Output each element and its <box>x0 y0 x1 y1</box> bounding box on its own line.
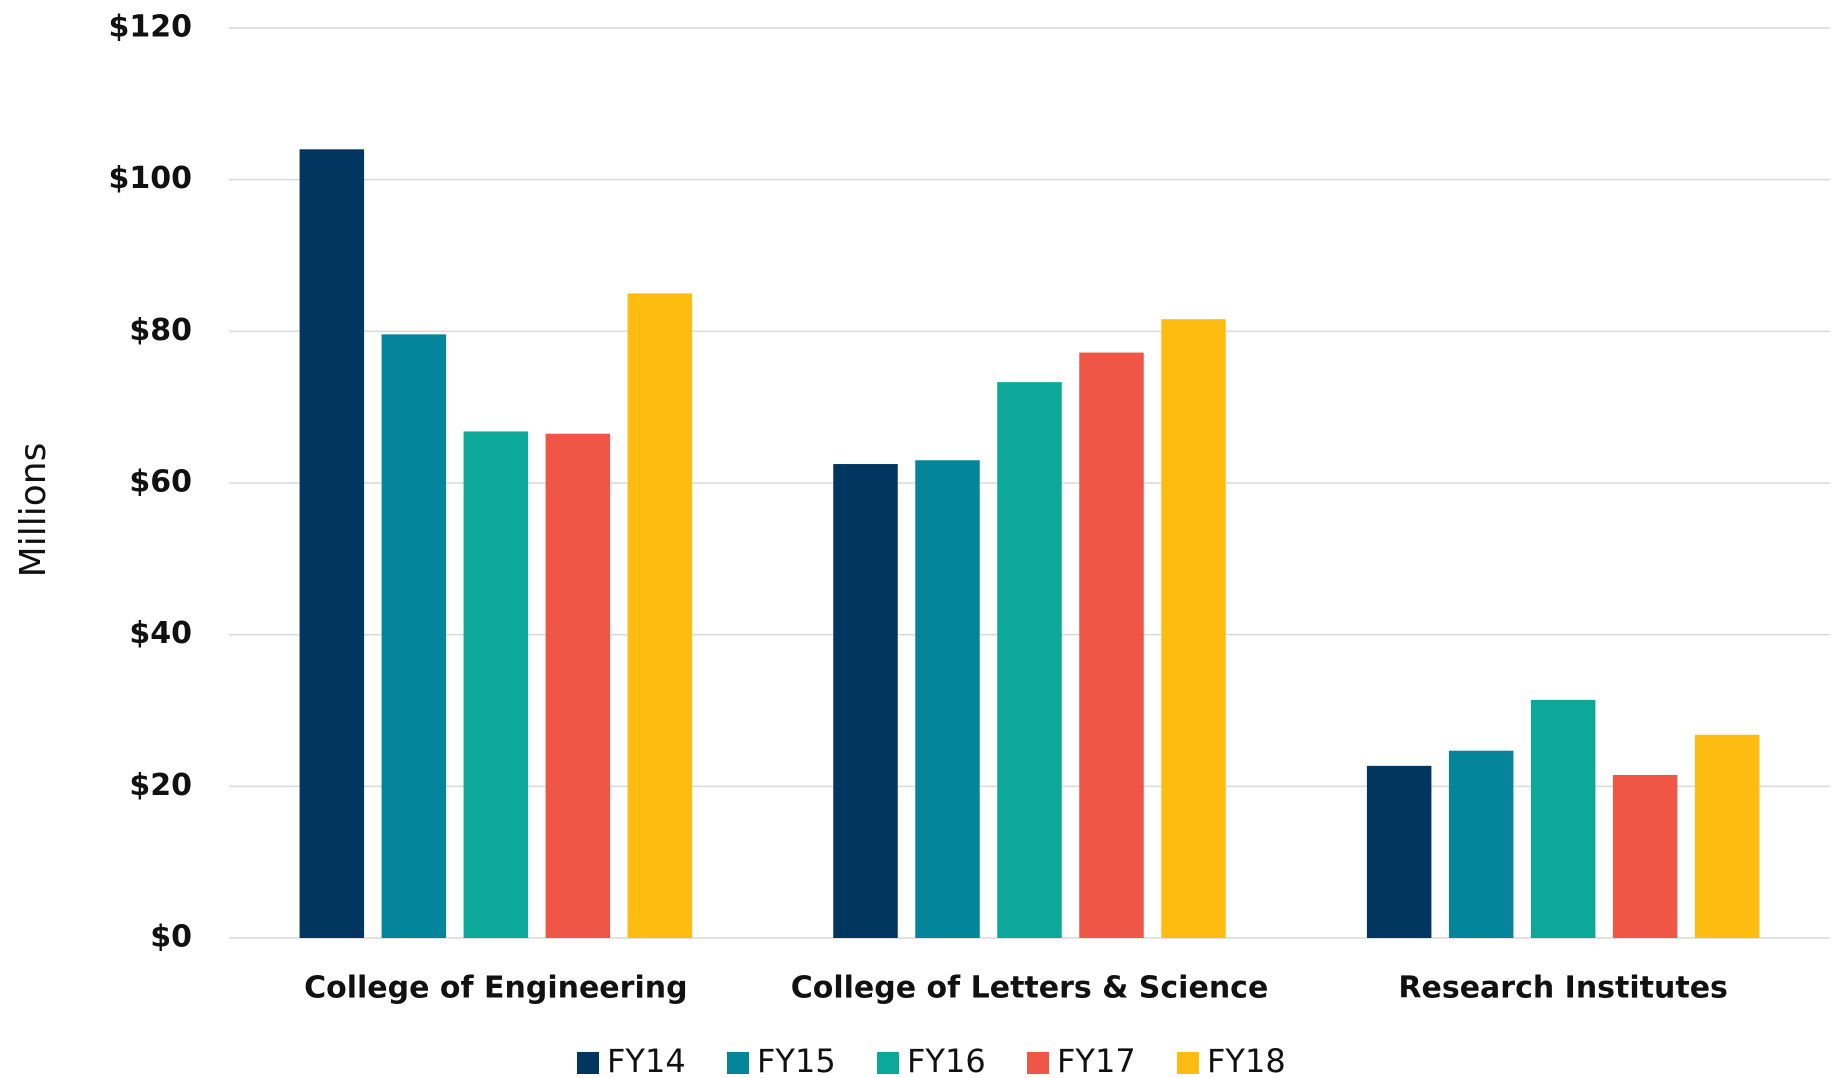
bar <box>1530 699 1596 938</box>
y-tick-label: $60 <box>129 465 192 500</box>
y-axis-label: Millions <box>13 443 54 578</box>
legend-label: FY16 <box>907 1042 986 1078</box>
bar <box>1612 774 1678 938</box>
y-tick-label: $120 <box>109 10 193 45</box>
bar <box>627 293 693 939</box>
bar <box>299 149 365 939</box>
y-tick-label: $20 <box>129 768 192 803</box>
bar <box>1366 765 1432 938</box>
legend-label: FY18 <box>1207 1042 1286 1078</box>
legend-swatch <box>577 1052 599 1074</box>
bar <box>1161 319 1226 938</box>
bar <box>1448 750 1514 938</box>
legend-swatch <box>1177 1052 1199 1074</box>
bar <box>833 464 898 938</box>
bar <box>545 433 611 938</box>
y-tick-label: $40 <box>129 616 192 651</box>
legend-swatch <box>727 1052 749 1074</box>
bar <box>997 382 1062 938</box>
legend-label: FY15 <box>757 1042 836 1078</box>
bar <box>381 334 447 938</box>
bar <box>1079 352 1144 939</box>
y-tick-label: $0 <box>150 920 192 955</box>
legend-swatch <box>1027 1052 1049 1074</box>
legend-swatch <box>877 1052 899 1074</box>
y-tick-label: $80 <box>129 313 192 348</box>
legend-label: FY17 <box>1057 1042 1136 1078</box>
legend-label: FY14 <box>607 1042 686 1078</box>
bar <box>463 431 529 938</box>
bar <box>915 460 980 938</box>
bar <box>1694 734 1760 938</box>
x-tick-label: College of Engineering <box>304 971 687 1006</box>
y-tick-label: $100 <box>109 161 193 196</box>
x-tick-label: Research Institutes <box>1398 971 1728 1006</box>
x-tick-label: College of Letters & Science <box>791 971 1269 1006</box>
